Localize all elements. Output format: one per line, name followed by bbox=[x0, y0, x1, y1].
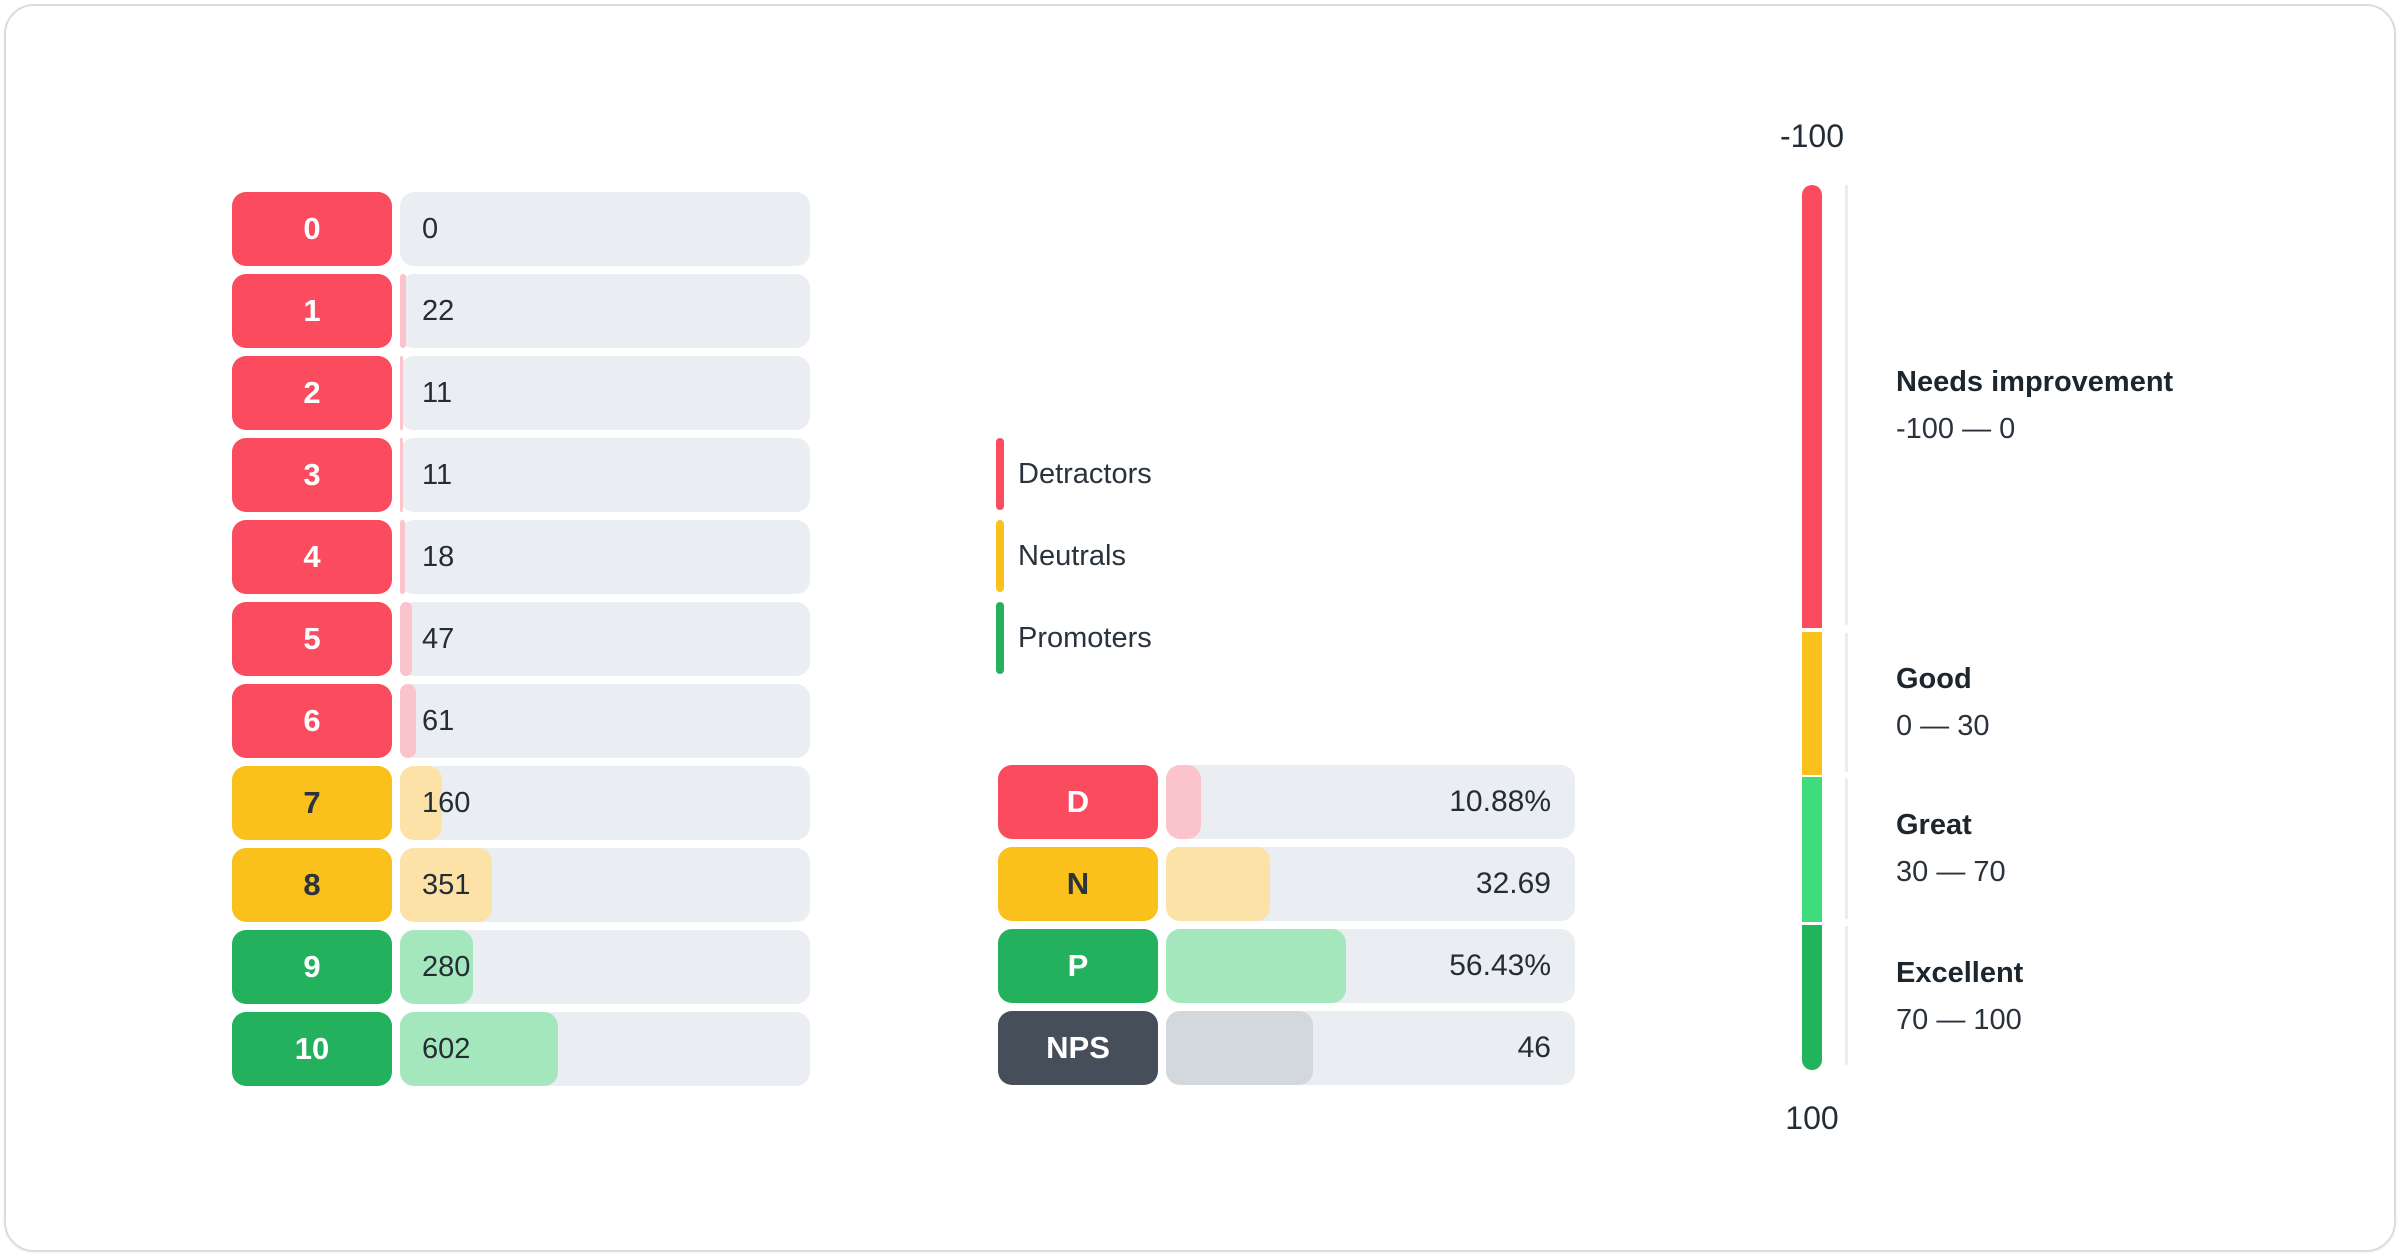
summary-value: 46 bbox=[1517, 1031, 1551, 1064]
score-track: 602 bbox=[400, 1012, 810, 1086]
legend-item-neutrals: Neutrals bbox=[996, 520, 1152, 592]
summary-value: 56.43% bbox=[1449, 949, 1551, 982]
score-count: 602 bbox=[422, 1032, 471, 1065]
score-row-6: 6 61 bbox=[232, 684, 810, 758]
score-chip: 8 bbox=[232, 848, 392, 922]
score-track: 47 bbox=[400, 602, 810, 676]
score-fill bbox=[400, 356, 403, 430]
summary-row-nps: NPS 46 bbox=[998, 1011, 1575, 1085]
legend-item-detractors: Detractors bbox=[996, 438, 1152, 510]
score-row-10: 10 602 bbox=[232, 1012, 810, 1086]
score-row-1: 1 22 bbox=[232, 274, 810, 348]
score-chip: 3 bbox=[232, 438, 392, 512]
score-row-2: 2 11 bbox=[232, 356, 810, 430]
score-chip: 5 bbox=[232, 602, 392, 676]
score-count: 11 bbox=[422, 458, 453, 491]
summary-row-promoters: P 56.43% bbox=[998, 929, 1575, 1003]
score-row-5: 5 47 bbox=[232, 602, 810, 676]
score-fill bbox=[400, 438, 403, 512]
score-track: 280 bbox=[400, 930, 810, 1004]
promoter-color-tick-icon bbox=[996, 602, 1004, 674]
summary-chip: P bbox=[998, 929, 1158, 1003]
summary-value: 32.69 bbox=[1475, 867, 1551, 900]
score-track: 351 bbox=[400, 848, 810, 922]
score-row-0: 0 0 bbox=[232, 192, 810, 266]
score-track: 61 bbox=[400, 684, 810, 758]
score-row-9: 9 280 bbox=[232, 930, 810, 1004]
score-count: 11 bbox=[422, 376, 453, 409]
summary-fill bbox=[1166, 929, 1347, 1003]
score-row-7: 7 160 bbox=[232, 766, 810, 840]
score-chip: 9 bbox=[232, 930, 392, 1004]
score-chip: 7 bbox=[232, 766, 392, 840]
score-fill bbox=[400, 766, 442, 840]
score-count: 18 bbox=[422, 540, 455, 573]
score-fill bbox=[400, 274, 406, 348]
score-track: 160 bbox=[400, 766, 810, 840]
score-chip: 1 bbox=[232, 274, 392, 348]
summary-fill bbox=[1166, 847, 1271, 921]
score-count: 351 bbox=[422, 868, 471, 901]
score-fill bbox=[400, 848, 493, 922]
summary-fill bbox=[1166, 765, 1201, 839]
score-fill bbox=[400, 930, 474, 1004]
score-chip: 4 bbox=[232, 520, 392, 594]
score-distribution-chart: 0 0 1 22 2 11 3 11 4 18 5 bbox=[232, 192, 810, 1086]
legend-label: Promoters bbox=[1018, 621, 1152, 654]
score-fill bbox=[400, 520, 405, 594]
nps-summary-chart: D 10.88% N 32.69 P 56.43% NPS 46 bbox=[998, 765, 1575, 1085]
summary-track: 10.88% bbox=[1166, 765, 1575, 839]
score-fill bbox=[400, 602, 413, 676]
score-track: 0 bbox=[400, 192, 810, 266]
summary-chip: NPS bbox=[998, 1011, 1158, 1085]
score-count: 0 bbox=[422, 212, 439, 245]
summary-fill bbox=[1166, 1011, 1313, 1085]
score-track: 22 bbox=[400, 274, 810, 348]
score-chip: 10 bbox=[232, 1012, 392, 1086]
summary-track: 56.43% bbox=[1166, 929, 1575, 1003]
legend-label: Neutrals bbox=[1018, 539, 1126, 572]
neutral-color-tick-icon bbox=[996, 520, 1004, 592]
summary-track: 46 bbox=[1166, 1011, 1575, 1085]
score-count: 47 bbox=[422, 622, 455, 655]
score-count: 280 bbox=[422, 950, 471, 983]
detractor-color-tick-icon bbox=[996, 438, 1004, 510]
legend-label: Detractors bbox=[1018, 457, 1152, 490]
score-count: 61 bbox=[422, 704, 455, 737]
score-row-4: 4 18 bbox=[232, 520, 810, 594]
summary-row-neutrals: N 32.69 bbox=[998, 847, 1575, 921]
score-track: 11 bbox=[400, 356, 810, 430]
summary-chip: D bbox=[998, 765, 1158, 839]
score-count: 160 bbox=[422, 786, 471, 819]
score-fill bbox=[400, 1012, 558, 1086]
score-row-3: 3 11 bbox=[232, 438, 810, 512]
score-track: 11 bbox=[400, 438, 810, 512]
score-count: 22 bbox=[422, 294, 455, 327]
score-chip: 2 bbox=[232, 356, 392, 430]
summary-row-detractors: D 10.88% bbox=[998, 765, 1575, 839]
summary-value: 10.88% bbox=[1449, 785, 1551, 818]
score-chip: 0 bbox=[232, 192, 392, 266]
legend: Detractors Neutrals Promoters bbox=[996, 438, 1152, 674]
score-fill bbox=[400, 684, 416, 758]
summary-chip: N bbox=[998, 847, 1158, 921]
score-track: 18 bbox=[400, 520, 810, 594]
score-chip: 6 bbox=[232, 684, 392, 758]
score-row-8: 8 351 bbox=[232, 848, 810, 922]
legend-item-promoters: Promoters bbox=[996, 602, 1152, 674]
summary-track: 32.69 bbox=[1166, 847, 1575, 921]
